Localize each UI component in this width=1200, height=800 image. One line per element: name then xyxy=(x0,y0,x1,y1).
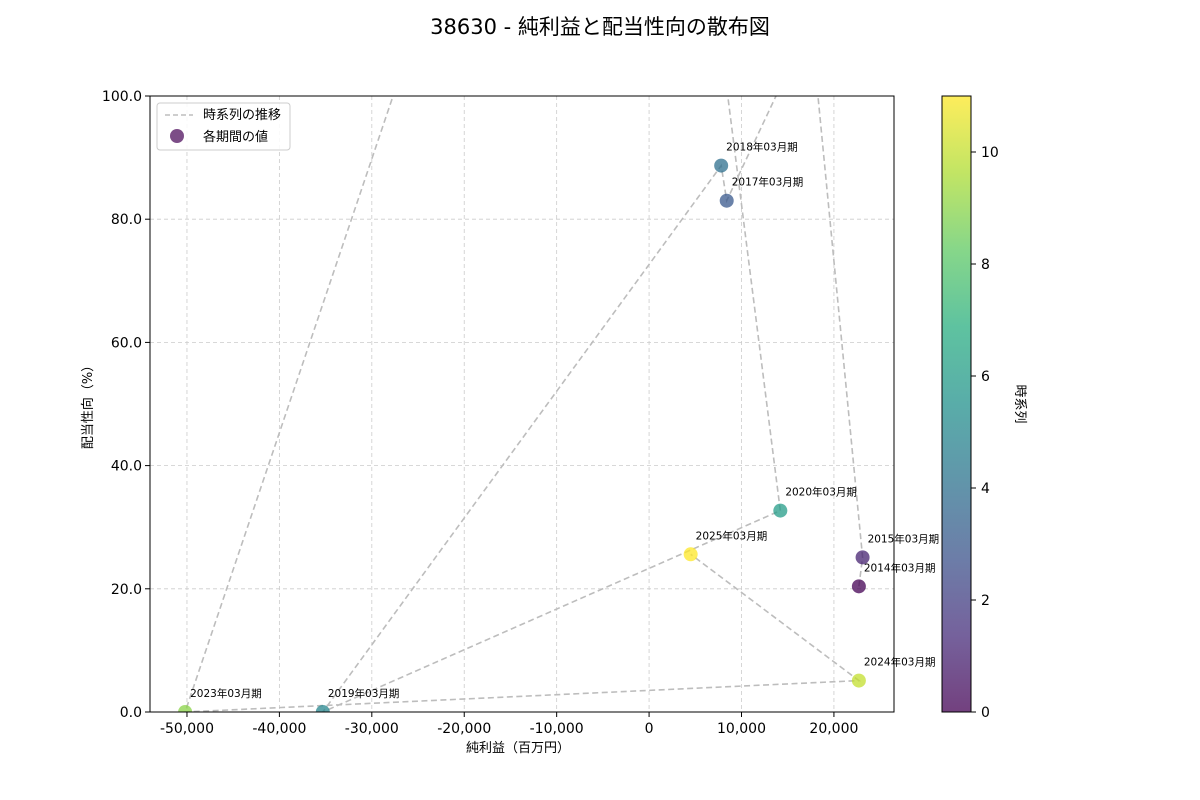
colorbar-gradient xyxy=(941,95,972,713)
legend-points-label: 各期間の値 xyxy=(203,129,268,145)
timeseries-line xyxy=(184,96,864,712)
x-tick-label: 20,000 xyxy=(809,721,858,737)
legend: 時系列の推移 各期間の値 xyxy=(156,102,291,151)
x-tick-label: -20,000 xyxy=(437,721,491,737)
x-tick-label: -10,000 xyxy=(530,721,584,737)
colorbar-label: 時系列 xyxy=(1012,384,1027,423)
data-point xyxy=(855,550,870,565)
point-label: 2014年03月期 xyxy=(864,561,936,574)
x-axis-label: 純利益（百万円） xyxy=(466,741,570,756)
data-point xyxy=(315,705,330,712)
series-path xyxy=(184,96,864,712)
data-point xyxy=(411,15,425,29)
legend-point-swatch xyxy=(170,129,184,143)
x-tick-label: 10,000 xyxy=(717,721,766,737)
point-label: 2017年03月期 xyxy=(732,176,804,189)
legend-line-label: 時系列の推移 xyxy=(203,108,281,123)
y-axis-label: 配当性向（%） xyxy=(80,359,96,449)
colorbar-tick-label: 2 xyxy=(981,593,990,609)
point-label: 2024年03月期 xyxy=(864,656,936,669)
colorbar-ticks: 0 2 4 6 8 10 xyxy=(971,145,999,721)
x-axis-ticks: -50,000 -40,000 -30,000 -20,000 -10,000 0 10,0… xyxy=(160,712,858,737)
x-tick-label: -30,000 xyxy=(345,721,399,737)
colorbar: 0 2 4 6 8 10 時系列 xyxy=(941,95,1027,721)
y-tick-label: 0.0 xyxy=(120,705,142,721)
point-label: 2018年03月期 xyxy=(726,141,798,154)
point-label: 2020年03月期 xyxy=(785,486,857,499)
data-point xyxy=(719,193,734,208)
colorbar-tick-label: 0 xyxy=(981,705,990,721)
data-point xyxy=(804,15,818,29)
chart-title: 38630 - 純利益と配当性向の散布図 xyxy=(430,15,770,39)
y-tick-label: 20.0 xyxy=(111,582,142,598)
y-tick-label: 80.0 xyxy=(111,212,142,228)
y-tick-label: 60.0 xyxy=(111,335,142,351)
point-label: 2025年03月期 xyxy=(696,529,768,542)
y-tick-label: 40.0 xyxy=(111,459,142,475)
data-point xyxy=(178,705,193,712)
colorbar-tick-label: 8 xyxy=(981,257,990,273)
point-annotations: 2014年03月期 2015年03月期 2017年03月期 2018年03月期 2019… xyxy=(190,141,939,700)
data-point xyxy=(851,673,866,688)
scatter-points xyxy=(178,15,870,712)
data-point xyxy=(851,579,866,594)
y-tick-label: 100.0 xyxy=(102,89,142,105)
colorbar-tick-label: 4 xyxy=(981,481,990,497)
x-tick-label: -50,000 xyxy=(160,721,214,737)
x-tick-label: -40,000 xyxy=(252,721,306,737)
plot-frame xyxy=(149,95,895,713)
x-tick-label: 0 xyxy=(645,721,654,737)
colorbar-tick-label: 6 xyxy=(981,369,990,385)
point-label: 2015年03月期 xyxy=(868,532,940,545)
data-point xyxy=(714,158,729,173)
point-label: 2023年03月期 xyxy=(190,687,262,700)
data-point xyxy=(773,503,788,518)
colorbar-tick-label: 10 xyxy=(981,145,999,161)
data-point xyxy=(683,547,698,562)
y-axis-ticks: 0.0 20.0 40.0 60.0 80.0 100.0 xyxy=(102,89,150,721)
point-label: 2019年03月期 xyxy=(328,687,400,700)
